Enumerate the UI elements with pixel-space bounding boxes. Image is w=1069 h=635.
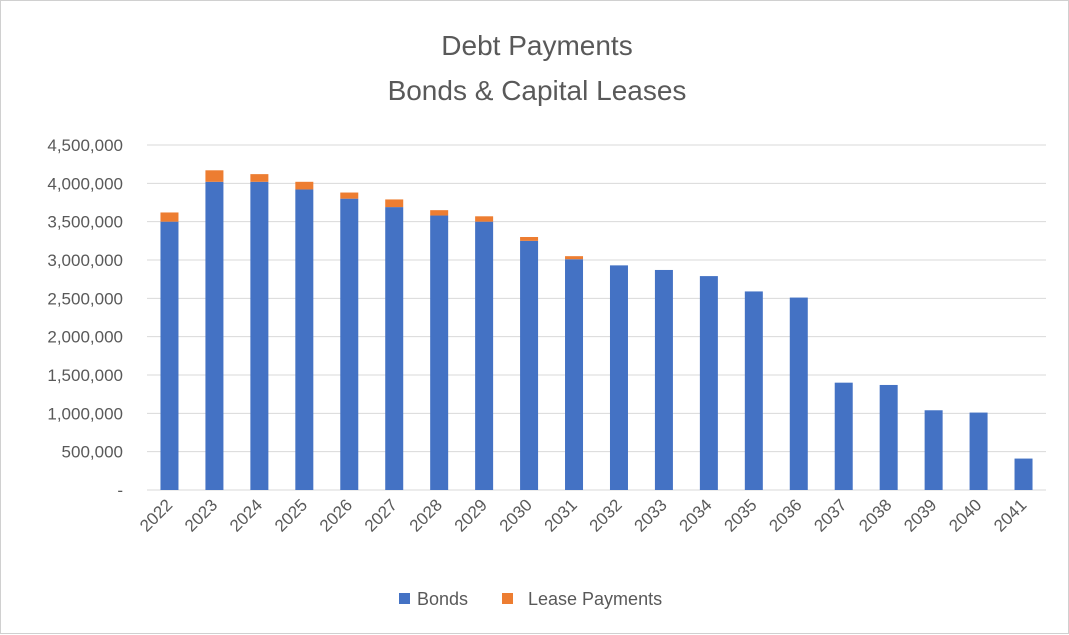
chart-title-group: Debt Payments Bonds & Capital Leases: [388, 30, 687, 106]
bar-bonds: [609, 265, 628, 490]
x-tick-label: 2025: [271, 495, 311, 535]
y-tick-label: 500,000: [62, 443, 123, 462]
legend: Bonds Lease Payments: [399, 589, 662, 609]
bar-bonds: [834, 382, 853, 490]
x-tick-label: 2026: [316, 495, 356, 535]
bar-lease-payments: [385, 199, 404, 208]
bar-bonds: [520, 240, 539, 490]
bar-bonds: [969, 412, 988, 490]
x-tick-label: 2037: [810, 495, 850, 535]
x-tick-label: 2040: [945, 495, 985, 535]
x-tick-label: 2028: [406, 495, 446, 535]
y-tick-label: 3,000,000: [47, 251, 123, 270]
gridlines: [147, 144, 1046, 491]
y-tick-label: 4,000,000: [47, 174, 123, 193]
bar-bonds: [160, 221, 179, 490]
bar-bonds: [250, 181, 269, 491]
bar-bonds: [205, 181, 224, 491]
legend-label-lease-payments: Lease Payments: [528, 589, 662, 609]
bar-bonds: [340, 198, 359, 490]
x-tick-label: 2038: [855, 495, 895, 535]
y-tick-label: 4,500,000: [47, 136, 123, 155]
y-tick-label: 2,000,000: [47, 328, 123, 347]
x-tick-label: 2024: [226, 495, 266, 535]
x-tick-label: 2027: [361, 495, 401, 535]
bar-lease-payments: [250, 174, 269, 182]
bar-bonds: [879, 384, 898, 490]
x-tick-label: 2032: [586, 495, 626, 535]
bar-lease-payments: [430, 210, 449, 216]
bar-bonds: [789, 297, 808, 490]
legend-label-bonds: Bonds: [417, 589, 468, 609]
bar-lease-payments: [565, 256, 584, 260]
chart-subtitle: Bonds & Capital Leases: [388, 75, 687, 106]
chart-title: Debt Payments: [441, 30, 632, 61]
x-tick-label: 2034: [676, 495, 716, 535]
bar-bonds: [654, 269, 673, 490]
y-tick-label: 2,500,000: [47, 289, 123, 308]
y-tick-label: 1,500,000: [47, 366, 123, 385]
x-axis-ticks: 2022 2023 2024 2025 2026 2027 2028 2029 2030 2031…: [136, 495, 1030, 535]
bar-bonds: [295, 189, 314, 490]
bar-lease-payments: [475, 216, 494, 222]
x-tick-label: 2041: [990, 495, 1030, 535]
x-tick-label: 2022: [136, 495, 176, 535]
bars: [160, 170, 1033, 491]
bar-lease-payments: [520, 237, 539, 241]
legend-swatch-bonds: [399, 593, 410, 604]
bar-lease-payments: [205, 170, 224, 182]
legend-swatch-lease-payments: [502, 593, 513, 604]
bar-bonds: [475, 221, 494, 490]
y-axis-ticks: - 500,000 1,000,000 1,500,000 2,000,000 2,500…: [47, 136, 123, 500]
bar-lease-payments: [295, 181, 314, 190]
bar-bonds: [1014, 458, 1033, 490]
bar-bonds: [385, 207, 404, 490]
bar-bonds: [744, 291, 763, 490]
bar-lease-payments: [340, 192, 359, 199]
y-tick-label: 3,500,000: [47, 213, 123, 232]
bar-lease-payments: [160, 212, 179, 222]
x-tick-label: 2033: [631, 495, 671, 535]
x-tick-label: 2031: [541, 495, 581, 535]
x-tick-label: 2023: [181, 495, 221, 535]
bar-bonds: [565, 259, 584, 490]
bar-bonds: [699, 276, 718, 490]
x-tick-label: 2029: [451, 495, 491, 535]
bar-bonds: [924, 410, 943, 490]
y-tick-label: 1,000,000: [47, 404, 123, 423]
x-tick-label: 2030: [496, 495, 536, 535]
x-tick-label: 2036: [765, 495, 805, 535]
bar-bonds: [430, 215, 449, 491]
x-tick-label: 2035: [720, 495, 760, 535]
x-tick-label: 2039: [900, 495, 940, 535]
y-tick-label: -: [117, 481, 123, 500]
